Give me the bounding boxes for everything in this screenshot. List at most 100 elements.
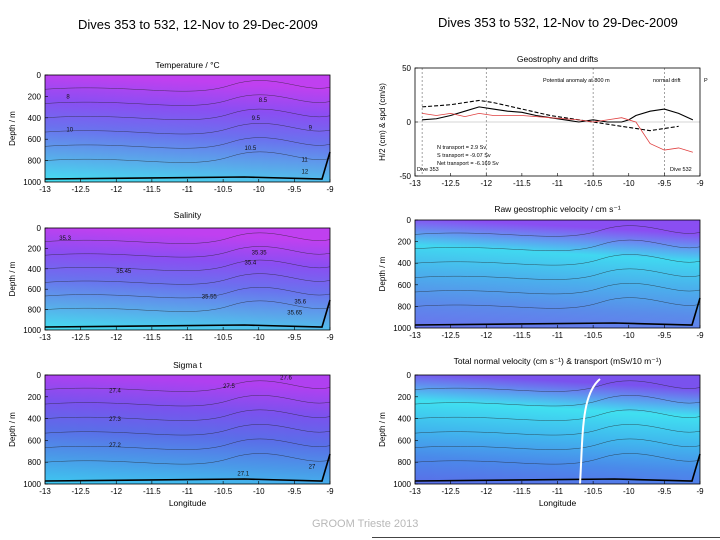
contour-label: 8 [66, 95, 70, 101]
raw-velocity-contour [414, 297, 701, 309]
sigma-title: Sigma t [173, 360, 202, 370]
x-tick-label: -10 [623, 487, 635, 496]
salinity-contour [44, 259, 331, 271]
x-tick-label: -10 [623, 179, 635, 188]
contour-label: 10 [66, 128, 73, 134]
total-velocity-contour [414, 395, 701, 407]
total-velocity-contour [414, 438, 701, 450]
y-tick-label: 0 [407, 371, 412, 380]
legend-entry: P [704, 78, 708, 84]
y-tick-label: 800 [28, 306, 42, 315]
geostrophy-panel: Potential anomaly at 800 m normal drift P N… [378, 54, 708, 188]
x-tick-label: -10 [623, 331, 635, 340]
x-tick-label: -11.5 [513, 487, 531, 496]
temperature-bathymetry [44, 151, 331, 180]
raw-velocity-contour [414, 283, 701, 295]
temperature-contour [44, 80, 331, 92]
y-tick-label: 600 [28, 436, 42, 445]
sigma-ylabel: Depth / m [8, 412, 17, 447]
y-tick-label: 600 [28, 285, 42, 294]
x-tick-label: -12 [480, 487, 492, 496]
y-tick-label: 1000 [23, 480, 41, 489]
x-tick-label: -11 [552, 331, 564, 340]
y-tick-label: 1000 [393, 324, 411, 333]
salinity-contour [44, 300, 331, 312]
x-tick-label: -9.5 [657, 487, 671, 496]
temperature-contour [44, 108, 331, 120]
y-tick-label: 400 [398, 415, 412, 424]
raw-velocity-title: Raw geostrophic velocity / cm s⁻¹ [494, 204, 621, 214]
y-tick-label: 800 [28, 458, 42, 467]
temperature-field [45, 75, 330, 182]
contour-label: 9.5 [252, 116, 261, 122]
temperature-ylabel: Depth / m [8, 111, 17, 146]
x-tick-label: -9 [326, 333, 334, 342]
x-tick-label: -12.5 [72, 333, 91, 342]
x-tick-label: -13 [39, 185, 51, 194]
y-tick-label: 200 [398, 393, 412, 402]
x-tick-label: -13 [409, 179, 421, 188]
total-velocity-contour [414, 424, 701, 436]
x-tick-label: -12.5 [442, 331, 461, 340]
sigma-bathymetry [44, 453, 331, 482]
total-velocity-contour [414, 453, 701, 465]
y-tick-label: 0 [407, 216, 412, 225]
x-tick-label: -11 [552, 487, 564, 496]
series-line-1 [422, 106, 694, 123]
x-tick-label: -10 [253, 185, 265, 194]
temperature-panel: 12 11 10.5 10 9 9.5 8.5 8 Temperature / °C -13 -12… [8, 60, 334, 194]
sigma-panel: 27 27.1 27.2 27.3 27.4 27.5 27.6 Sigma t -13 -12.… [8, 360, 334, 508]
x-tick-label: -10 [253, 333, 265, 342]
geostrophy-ylabel: H/2 (cm) & spd (cm/s) [378, 83, 387, 161]
y-tick-label: 0 [37, 224, 42, 233]
x-tick-label: -10.5 [214, 185, 233, 194]
raw-velocity-panel: Raw geostrophic velocity / cm s⁻¹ -13 -12.… [378, 204, 704, 340]
x-tick-label: -13 [39, 333, 51, 342]
x-tick-label: -11 [182, 487, 194, 496]
x-tick-label: -9 [696, 487, 704, 496]
salinity-contour [44, 273, 331, 285]
y-tick-label: 800 [28, 157, 42, 166]
contour-label: 35.35 [252, 251, 268, 257]
raw-velocity-contour [414, 239, 701, 251]
x-tick-label: -11 [182, 185, 194, 194]
y-tick-label: 0 [407, 118, 412, 127]
x-tick-label: -12.5 [442, 179, 461, 188]
y-tick-label: 50 [402, 64, 411, 73]
x-tick-label: -13 [39, 487, 51, 496]
sigma-field [45, 375, 330, 484]
salinity-contour [44, 287, 331, 299]
salinity-title: Salinity [174, 210, 202, 220]
x-tick-label: -10.5 [214, 487, 233, 496]
x-tick-label: -11.5 [513, 179, 531, 188]
x-tick-label: -9 [326, 185, 334, 194]
y-tick-label: 1000 [23, 178, 41, 187]
left-header: Dives 353 to 532, 12-Nov to 29-Dec-2009 [78, 17, 318, 32]
x-tick-label: -10.5 [214, 333, 233, 342]
y-tick-label: 1000 [23, 326, 41, 335]
contour-label: 10.5 [245, 146, 257, 152]
y-tick-label: 400 [28, 415, 42, 424]
sigma-contour [44, 453, 331, 465]
x-tick-label: -12.5 [72, 185, 91, 194]
x-tick-label: -12.5 [72, 487, 91, 496]
series-line-2 [422, 99, 679, 132]
legend-entry: normal drift [653, 78, 681, 84]
contour-label: 9 [309, 126, 313, 132]
x-tick-label: -11.5 [143, 333, 161, 342]
salinity-contour [44, 246, 331, 258]
y-tick-label: 800 [398, 458, 412, 467]
x-tick-label: -9.5 [287, 185, 301, 194]
contour-label: 27 [309, 465, 316, 471]
salinity-field [45, 228, 330, 330]
x-tick-label: -10.5 [584, 487, 603, 496]
contour-label: 27.1 [237, 471, 249, 477]
contour-label: 35.3 [59, 236, 71, 242]
x-tick-label: -9 [696, 331, 704, 340]
x-tick-label: -10 [253, 487, 265, 496]
contour-label: 35.6 [294, 299, 306, 305]
raw-velocity-bathymetry [414, 297, 701, 326]
sigma-contour [44, 380, 331, 392]
y-tick-label: 800 [398, 302, 412, 311]
transport-line [579, 378, 601, 485]
